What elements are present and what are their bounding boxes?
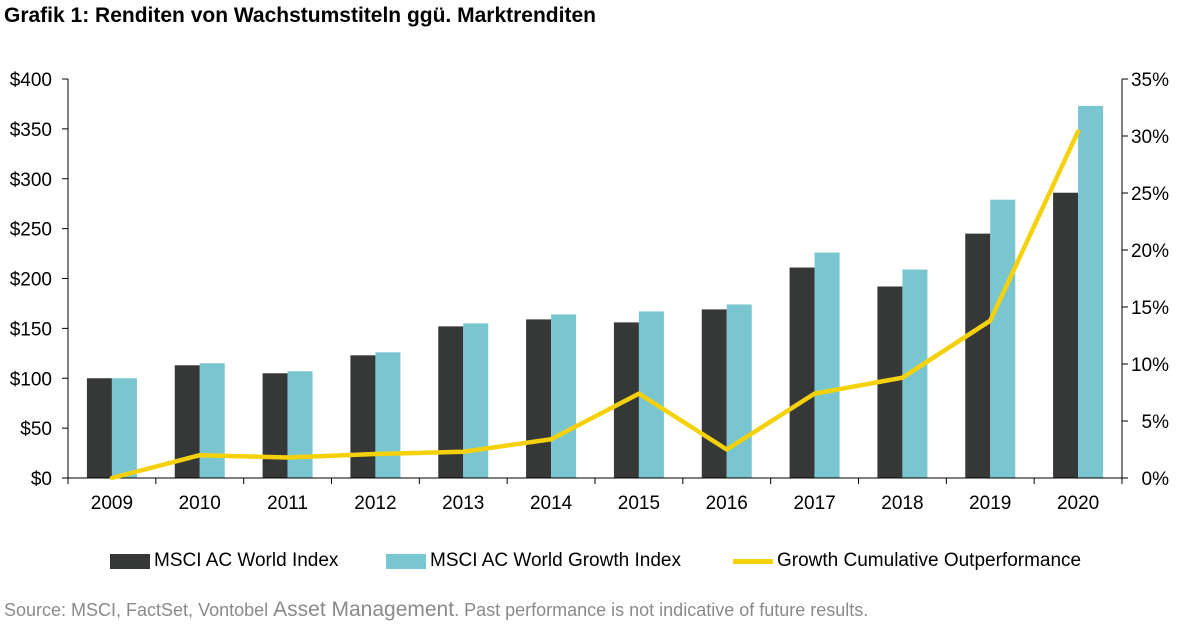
bar-growth-2009: [111, 378, 137, 478]
legend-item-outperformance: Growth Cumulative Outperformance: [733, 550, 1081, 572]
bar-world-2012: [350, 355, 376, 478]
x-tick-label: 2018: [881, 493, 923, 514]
bar-growth-2010: [199, 363, 225, 478]
bar-world-2017: [789, 267, 815, 478]
legend-item-world: MSCI AC World Index: [110, 550, 338, 572]
source-part3: . Past performance is not indicative of …: [454, 600, 869, 620]
y-tick-label-left: $100: [10, 369, 52, 390]
bar-growth-2013: [463, 323, 489, 478]
axes-group: [62, 78, 1128, 484]
x-tick-label: 2010: [179, 493, 221, 514]
bar-world-2016: [701, 309, 727, 478]
y-tick-label-right: 30%: [1131, 127, 1169, 148]
bar-world-2009: [86, 378, 112, 478]
y-tick-label-left: $50: [20, 419, 52, 440]
bar-growth-2017: [814, 252, 840, 478]
y-tick-label-right: 15%: [1131, 298, 1169, 319]
bar-growth-2019: [990, 199, 1016, 478]
y-tick-label-left: $300: [10, 170, 52, 191]
legend-swatch-world: [110, 553, 150, 569]
y-tick-label-right: 20%: [1131, 241, 1169, 262]
y-tick-label-left: $150: [10, 319, 52, 340]
chart-area: 2009 2010 2011 2012 2013 2014 2015 2016 2017 2018…: [10, 70, 1169, 514]
y-tick-label-right: 5%: [1142, 412, 1170, 433]
bar-growth-2011: [287, 371, 313, 478]
y-tick-label-left: $200: [10, 270, 52, 291]
legend-label-growth: MSCI AC World Growth Index: [430, 550, 681, 571]
bar-world-2011: [262, 373, 288, 478]
x-tick-label: 2016: [706, 493, 748, 514]
bar-world-2014: [526, 319, 552, 478]
x-tick-label: 2011: [267, 493, 308, 514]
y-tick-label-right: 10%: [1131, 355, 1169, 376]
x-tick-label: 2015: [618, 493, 660, 514]
labels-group: 2009 2010 2011 2012 2013 2014 2015 2016 2017 2018…: [10, 70, 1169, 514]
bar-world-2020: [1053, 192, 1079, 478]
line-outperformance: [109, 129, 1081, 481]
legend-item-growth: MSCI AC World Growth Index: [386, 550, 681, 572]
source-part1: Source: MSCI, FactSet, Vontobel: [4, 600, 274, 620]
x-tick-label: 2012: [354, 493, 396, 514]
y-tick-label-right: 25%: [1131, 184, 1169, 205]
bar-growth-2016: [726, 304, 752, 478]
bars-group: [86, 105, 1104, 479]
x-tick-label: 2017: [793, 493, 835, 514]
x-tick-label: 2014: [530, 493, 573, 514]
chart-title: Grafik 1: Renditen von Wachstumstiteln g…: [4, 4, 596, 27]
x-tick-label: 2020: [1057, 493, 1099, 514]
y-tick-label-left: $250: [10, 220, 52, 241]
x-tick-label: 2019: [969, 493, 1011, 514]
source-note: Source: MSCI, FactSet, Vontobel Asset Ma…: [4, 598, 868, 622]
x-tick-label: 2013: [442, 493, 484, 514]
legend-swatch-growth: [386, 553, 426, 569]
y-tick-label-right: 35%: [1131, 70, 1169, 91]
legend-label-world: MSCI AC World Index: [154, 550, 339, 571]
y-tick-label-left: $350: [10, 120, 52, 141]
line-group: [109, 129, 1081, 481]
legend-label-outperformance: Growth Cumulative Outperformance: [777, 550, 1082, 571]
y-tick-label-left: $0: [31, 469, 52, 490]
source-part2: Asset Management: [273, 598, 455, 621]
legend: MSCI AC World Index MSCI AC World Growth…: [0, 550, 1193, 574]
x-tick-label: 2009: [91, 493, 133, 514]
y-tick-label-left: $400: [10, 70, 52, 91]
bar-growth-2020: [1078, 105, 1104, 479]
bar-world-2013: [438, 326, 464, 478]
bar-world-2019: [965, 233, 991, 478]
y-tick-label-right: 0%: [1142, 469, 1170, 490]
bar-growth-2012: [375, 352, 401, 478]
legend-swatch-outperformance: [733, 558, 773, 564]
bar-growth-2014: [551, 314, 577, 478]
